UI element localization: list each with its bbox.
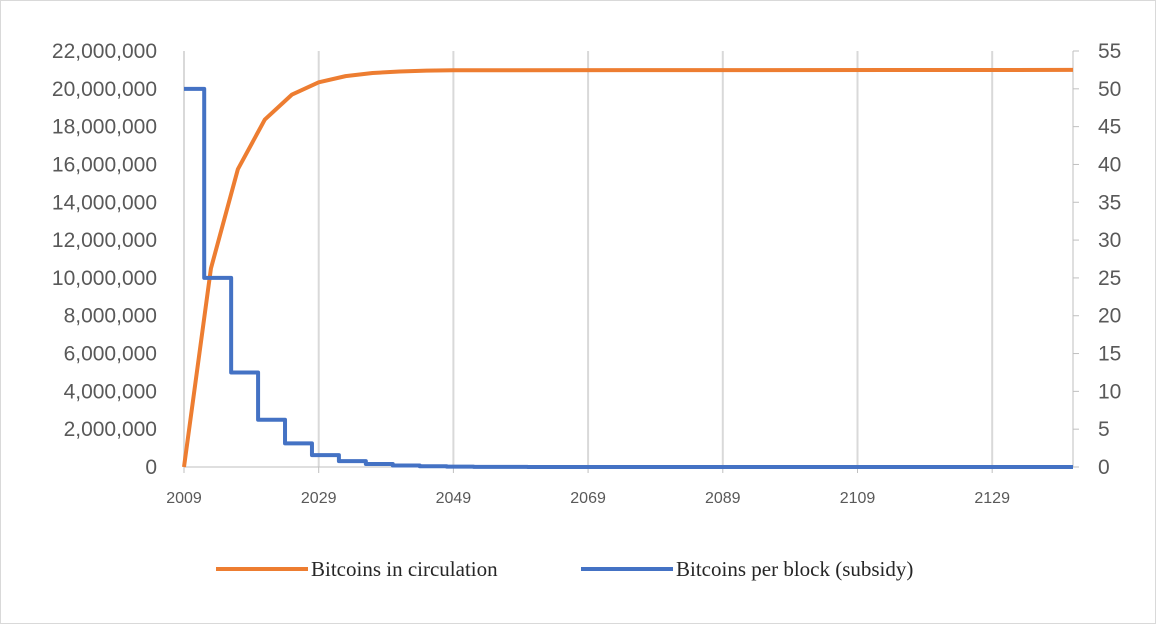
y-right-tick-label: 5 xyxy=(1098,418,1110,441)
y-right-tick-label: 20 xyxy=(1098,305,1121,328)
y-right-tick-label: 25 xyxy=(1098,267,1121,290)
x-tick-label: 2109 xyxy=(840,490,876,507)
y-right-tick-label: 30 xyxy=(1098,229,1121,252)
x-tick-label: 2069 xyxy=(570,490,606,507)
x-tick-label: 2089 xyxy=(705,490,741,507)
y-right-tick-label: 10 xyxy=(1098,380,1121,403)
y-right-tick-label: 15 xyxy=(1098,343,1121,366)
y-right-tick-label: 40 xyxy=(1098,153,1121,176)
y-right-tick-label: 45 xyxy=(1098,116,1121,139)
y-left-tick-label: 6,000,000 xyxy=(64,343,157,366)
series-line-subsidy xyxy=(184,86,1073,469)
series-line-circulation xyxy=(182,67,1074,468)
legend-label-subsidy: Bitcoins per block (subsidy) xyxy=(676,556,914,581)
y-left-tick-label: 14,000,000 xyxy=(52,191,157,214)
y-left-tick-label: 22,000,000 xyxy=(52,40,157,63)
legend-swatch-circulation xyxy=(216,567,308,571)
y-right-tick-label: 0 xyxy=(1098,456,1110,479)
x-tick-label: 2129 xyxy=(974,490,1010,507)
y-left-tick-label: 20,000,000 xyxy=(52,78,157,101)
legend-swatch-subsidy xyxy=(581,567,673,571)
y-left-tick-label: 10,000,000 xyxy=(52,267,157,290)
y-left-tick-label: 2,000,000 xyxy=(64,418,157,441)
y-left-tick-label: 8,000,000 xyxy=(64,305,157,328)
y-left-tick-label: 18,000,000 xyxy=(52,116,157,139)
y-left-tick-label: 0 xyxy=(145,456,157,479)
y-left-tick-label: 12,000,000 xyxy=(52,229,157,252)
y-right-tick-label: 50 xyxy=(1098,78,1121,101)
legend-item-subsidy: Bitcoins per block (subsidy) xyxy=(581,549,913,589)
chart-legend: Bitcoins in circulation Bitcoins per blo… xyxy=(1,549,1155,589)
x-tick-label: 2029 xyxy=(301,490,337,507)
legend-label-circulation: Bitcoins in circulation xyxy=(311,556,498,581)
legend-item-circulation: Bitcoins in circulation xyxy=(216,549,498,589)
y-left-tick-label: 4,000,000 xyxy=(64,380,157,403)
y-left-tick-label: 16,000,000 xyxy=(52,153,157,176)
x-tick-label: 2009 xyxy=(166,490,202,507)
y-right-tick-label: 35 xyxy=(1098,191,1121,214)
x-tick-label: 2049 xyxy=(436,490,472,507)
y-right-tick-label: 55 xyxy=(1098,40,1121,63)
